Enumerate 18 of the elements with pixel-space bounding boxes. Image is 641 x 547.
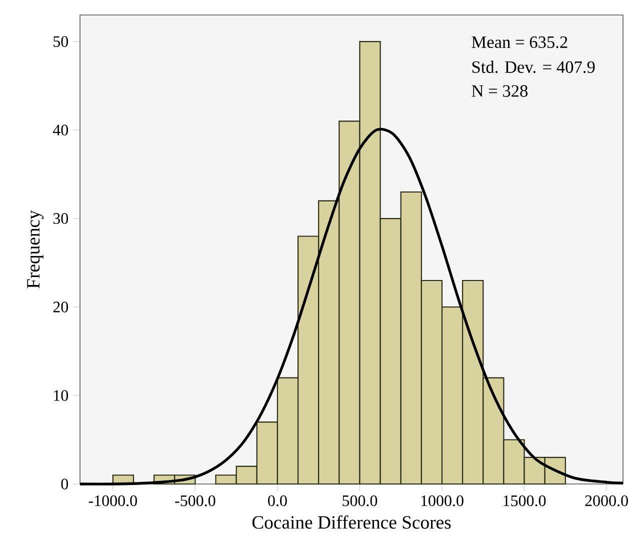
x-tick-label: 2000.0 — [585, 495, 628, 506]
x-tick-label: 500.0 — [342, 495, 378, 506]
annotation: N = 328 — [472, 85, 528, 97]
y-tick-label: 30 — [53, 213, 68, 224]
y-tick-label: 10 — [54, 390, 68, 401]
x-tick-label: -1000.0 — [88, 495, 137, 506]
y-tick-label: 50 — [54, 36, 68, 47]
x-tick-label: -500.0 — [175, 495, 216, 506]
annotation: Mean = 635.2 — [472, 36, 568, 48]
y-tick-label: 0 — [61, 478, 68, 490]
annotation: Std. Dev. = 407.9 — [472, 60, 595, 74]
y-tick-label: 20 — [53, 302, 68, 312]
y-tick-label: 40 — [52, 124, 68, 136]
x-tick-label: 1000.0 — [421, 495, 464, 506]
x-tick-label: 0.0 — [268, 495, 287, 506]
y-axis-title: Frequency — [27, 210, 44, 288]
x-axis-title: Cocaine Difference Scores — [252, 515, 451, 529]
x-tick-label: 1500.0 — [504, 495, 546, 506]
